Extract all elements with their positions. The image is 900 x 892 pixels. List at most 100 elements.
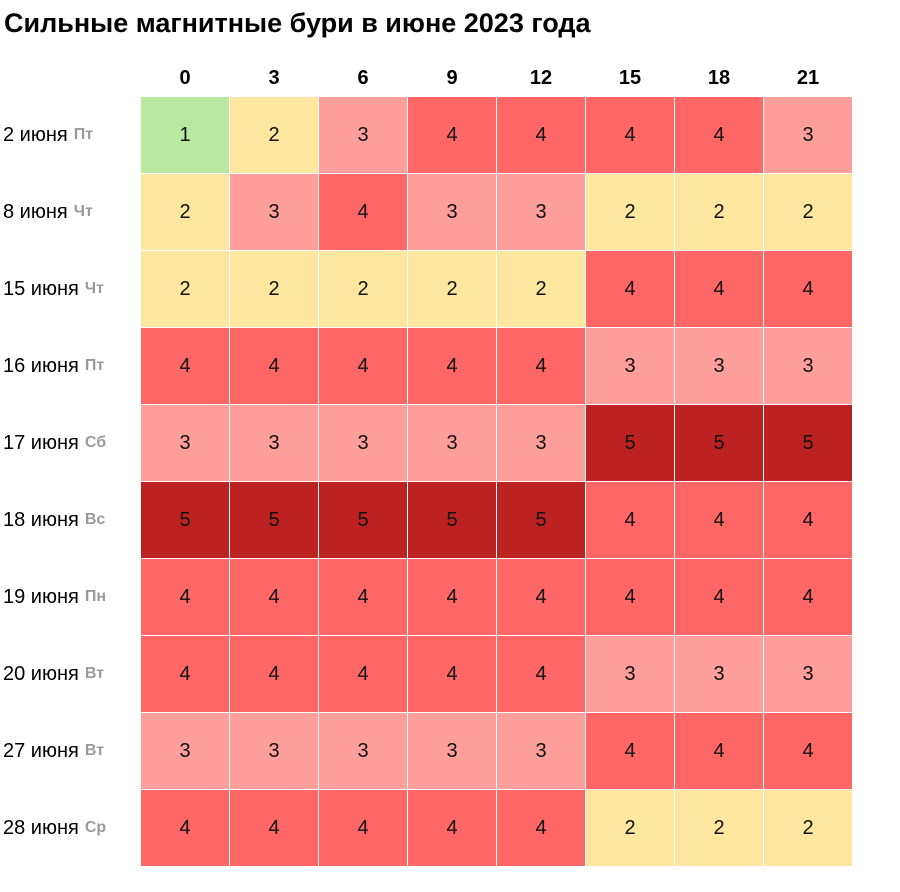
row-label: 20 июня Вт [3, 636, 141, 712]
heatmap-cell: 5 [586, 405, 674, 481]
heatmap-cell: 2 [586, 174, 674, 250]
heatmap-cell: 2 [497, 251, 585, 327]
row-date: 17 июня [3, 431, 79, 454]
heatmap-cell: 3 [497, 174, 585, 250]
heatmap-cell: 5 [764, 405, 852, 481]
row-label: 17 июня Сб [3, 405, 141, 481]
heatmap-cell: 4 [408, 790, 496, 866]
row-label: 2 июня Пт [3, 97, 141, 173]
heatmap-cell: 3 [230, 713, 318, 789]
heatmap-cell: 2 [675, 790, 763, 866]
heatmap-cell: 4 [675, 713, 763, 789]
row-weekday: Пт [73, 126, 94, 143]
heatmap-cell: 4 [764, 251, 852, 327]
heatmap-cell: 4 [764, 713, 852, 789]
heatmap-cell: 4 [497, 559, 585, 635]
heatmap-cell: 3 [141, 713, 229, 789]
row-weekday: Ср [84, 819, 107, 836]
heatmap-cell: 4 [764, 482, 852, 558]
row-date: 8 июня [3, 200, 68, 223]
heatmap-cell: 3 [230, 174, 318, 250]
heatmap-cell: 2 [586, 790, 674, 866]
heatmap-cell: 5 [675, 405, 763, 481]
row-date: 28 июня [3, 816, 79, 839]
heatmap-cell: 3 [586, 328, 674, 404]
hour-header-row: 0 3 6 9 12 15 18 21 [141, 64, 846, 92]
heatmap-cell: 4 [675, 251, 763, 327]
heatmap-cell: 4 [319, 790, 407, 866]
heatmap-cell: 2 [764, 174, 852, 250]
heatmap-cell: 5 [408, 482, 496, 558]
heatmap-cell: 4 [497, 328, 585, 404]
heatmap-cell: 3 [586, 636, 674, 712]
heatmap-cell: 4 [319, 636, 407, 712]
heatmap-cell: 4 [675, 482, 763, 558]
heatmap-cell: 5 [230, 482, 318, 558]
heatmap-cell: 3 [764, 97, 852, 173]
heatmap-cell: 2 [141, 174, 229, 250]
row-label: 15 июня Чт [3, 251, 141, 327]
heatmap-cell: 4 [675, 559, 763, 635]
chart-title: Сильные магнитные бури в июне 2023 года [4, 8, 591, 38]
heatmap-cell: 3 [408, 174, 496, 250]
hour-label-15: 15 [618, 67, 642, 89]
heatmap-cell: 3 [319, 713, 407, 789]
heatmap-cell: 5 [319, 482, 407, 558]
row-weekday: Пт [84, 357, 105, 374]
date-label-column: 2 июня Пт 8 июня Чт 15 июня Чт 16 июня Пт 17 июн… [3, 97, 141, 866]
heatmap-cell: 3 [408, 713, 496, 789]
heatmap-cell: 4 [408, 636, 496, 712]
heatmap-cell: 4 [230, 328, 318, 404]
row-date: 18 июня [3, 508, 79, 531]
row-weekday: Вт [84, 742, 105, 759]
hour-label-18: 18 [707, 67, 731, 89]
row-date: 2 июня [3, 123, 68, 146]
row-label: 16 июня Пт [3, 328, 141, 404]
heatmap-cell: 4 [497, 790, 585, 866]
heatmap-cell: 4 [764, 559, 852, 635]
heatmap-cell: 4 [586, 713, 674, 789]
heatmap-cell: 4 [230, 559, 318, 635]
hour-label-6: 6 [357, 67, 369, 89]
row-label: 28 июня Ср [3, 790, 141, 866]
heatmap-cell: 3 [764, 636, 852, 712]
row-label: 8 июня Чт [3, 174, 141, 250]
row-date: 15 июня [3, 277, 79, 300]
heatmap-cell: 4 [141, 328, 229, 404]
heatmap-cell: 3 [497, 405, 585, 481]
heatmap-cell: 2 [408, 251, 496, 327]
heatmap-cell: 3 [319, 97, 407, 173]
row-weekday: Вс [84, 511, 106, 528]
heatmap-cell: 4 [497, 636, 585, 712]
row-date: 20 июня [3, 662, 79, 685]
heatmap-cell: 3 [497, 713, 585, 789]
row-label: 27 июня Вт [3, 713, 141, 789]
heatmap-cell: 4 [319, 559, 407, 635]
row-label: 18 июня Вс [3, 482, 141, 558]
heatmap-cell: 2 [764, 790, 852, 866]
heatmap-cell: 4 [675, 97, 763, 173]
row-label: 19 июня Пн [3, 559, 141, 635]
heatmap-cell: 4 [141, 636, 229, 712]
heatmap-cell: 4 [230, 790, 318, 866]
row-weekday: Сб [84, 434, 107, 451]
row-weekday: Чт [73, 203, 93, 220]
row-weekday: Пн [84, 588, 107, 605]
heatmap-cell: 4 [586, 251, 674, 327]
heatmap-cell: 4 [586, 559, 674, 635]
hour-label-21: 21 [796, 67, 820, 89]
heatmap-cell: 4 [141, 559, 229, 635]
hour-label-3: 3 [268, 67, 280, 89]
heatmap-cell: 3 [675, 636, 763, 712]
heatmap-cell: 3 [408, 405, 496, 481]
heatmap-cell: 4 [408, 559, 496, 635]
heatmap-cell: 3 [675, 328, 763, 404]
heatmap-cell: 2 [230, 97, 318, 173]
row-date: 16 июня [3, 354, 79, 377]
heatmap-cell: 2 [675, 174, 763, 250]
heatmap-cell: 4 [230, 636, 318, 712]
heatmap-cell: 4 [497, 97, 585, 173]
heatmap-cell: 3 [319, 405, 407, 481]
heatmap-cell: 4 [319, 328, 407, 404]
